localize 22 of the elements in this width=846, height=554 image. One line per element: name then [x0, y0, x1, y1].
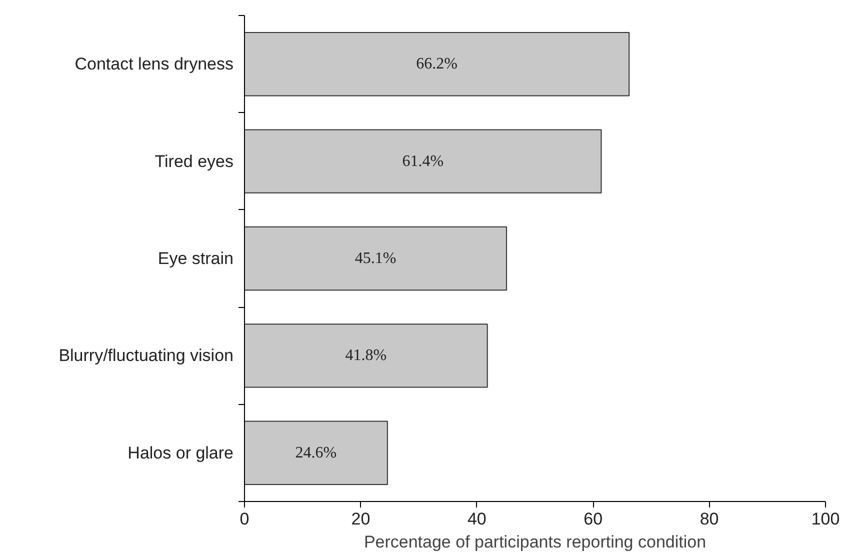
y-tick-label: Halos or glare [128, 443, 234, 462]
bar [244, 129, 602, 194]
x-axis-title: Percentage of participants reporting condition [364, 532, 706, 552]
x-tick-label: 0 [240, 510, 250, 528]
bar [244, 324, 488, 388]
x-tick-label: 60 [584, 510, 603, 528]
x-tick-label: 100 [811, 510, 840, 528]
data-label: 66.2% [416, 56, 458, 73]
x-tick-label: 20 [351, 510, 370, 528]
y-tick-label: Blurry/fluctuating vision [58, 346, 234, 366]
bar [244, 420, 388, 485]
bar [244, 226, 508, 291]
data-label: 41.8% [345, 347, 387, 364]
bar [244, 32, 630, 96]
data-label: 45.1% [354, 250, 396, 267]
x-tick-label: 80 [700, 510, 719, 528]
y-tick-label: Tired eyes [154, 152, 234, 171]
x-tick-label: 40 [467, 510, 486, 528]
y-tick-label: Eye strain [158, 249, 234, 268]
y-tick-label: Contact lens dryness [74, 54, 234, 74]
data-label: 61.4% [402, 152, 444, 170]
data-label: 24.6% [295, 444, 337, 462]
